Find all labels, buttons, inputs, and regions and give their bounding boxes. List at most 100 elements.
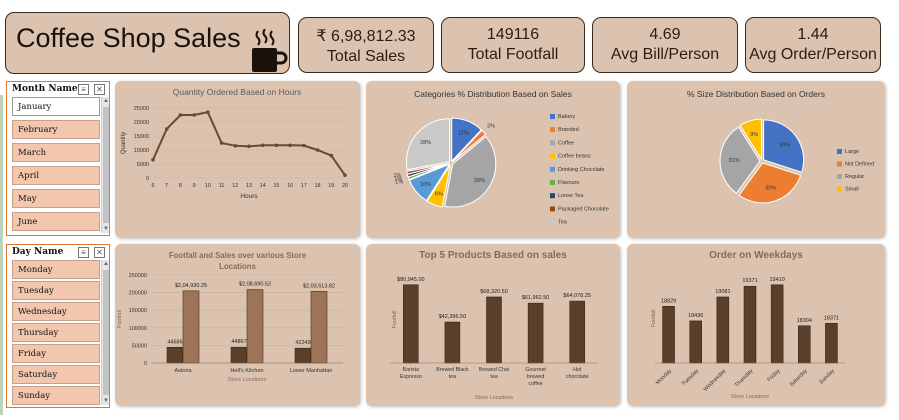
legend-swatch (550, 219, 555, 225)
bar (246, 289, 264, 364)
x-tick-label: Hot (573, 367, 582, 373)
slice-label: 2% (487, 123, 495, 129)
legend-swatch (550, 140, 555, 146)
scroll-thumb[interactable] (103, 270, 109, 395)
x-tick-label: 17 (301, 183, 307, 189)
x-tick-label: Thursday (734, 368, 755, 389)
kpi-label: Total Sales (326, 48, 406, 65)
bar (310, 291, 328, 364)
data-point (206, 110, 210, 114)
slice-label: 30% (779, 143, 790, 149)
month-slicer-title: Month Name (12, 84, 78, 94)
x-tick-label: 11 (219, 183, 225, 189)
x-tick-label: tea (490, 374, 497, 380)
slice-label: 1% (395, 180, 403, 186)
slicer-item-june[interactable]: June (12, 212, 100, 231)
legend-label: Tea (558, 220, 568, 226)
scroll-down-icon[interactable]: ▼ (103, 398, 109, 404)
slicer-item-sunday[interactable]: Sunday (12, 386, 100, 405)
multi-select-icon[interactable]: ≡ (78, 247, 89, 258)
slicer-item-friday[interactable]: Friday (12, 344, 100, 363)
data-point (329, 153, 334, 158)
data-point (219, 141, 224, 145)
x-tick-label: 16 (287, 183, 293, 189)
bar (444, 321, 461, 364)
slicer-item-monday[interactable]: Monday (12, 260, 100, 279)
y-tick-label: 200000 (129, 291, 147, 297)
category-pie-svg: Categories % Distribution Based on Sales… (393, 89, 608, 226)
data-point (302, 143, 306, 148)
slicer-item-january[interactable]: January (12, 97, 100, 116)
data-label: $2,08,690.52 (239, 282, 271, 288)
scroll-up-icon[interactable]: ▲ (103, 98, 109, 104)
scroll-thumb[interactable] (103, 107, 109, 223)
slicer-item-february[interactable]: February (12, 120, 100, 139)
multi-select-icon[interactable]: ≡ (78, 84, 89, 95)
x-tick-label: 7 (165, 183, 168, 189)
bar (770, 284, 784, 364)
data-label: $64,078.25 (563, 293, 591, 299)
data-label: $2,03,513.82 (303, 283, 335, 289)
chart-title: Order on Weekdays (709, 250, 803, 261)
data-point (247, 144, 251, 149)
store-location-chart: Footfall and Sales over various Store Loc… (115, 244, 360, 406)
data-label: 19410 (769, 277, 784, 283)
x-tick-label: Astoria (174, 368, 192, 374)
chart-title: % Size Distribution Based on Orders (687, 89, 825, 99)
data-label: 19371 (742, 278, 757, 284)
bar (403, 284, 419, 364)
data-point (260, 143, 265, 148)
legend-label: Coffee beans (558, 154, 591, 160)
pie-slice (444, 135, 497, 208)
day-slicer[interactable]: Day Name ≡ ✕ Monday Tuesday Wednesday Th… (6, 244, 110, 408)
slicer-item-may[interactable]: May (12, 189, 100, 208)
slicer-item-tuesday[interactable]: Tuesday (12, 281, 100, 300)
legend-swatch (837, 186, 842, 192)
kpi-value: 4.69 (649, 26, 681, 43)
x-axis-label: Store Locations (228, 377, 266, 383)
y-tick-label: 150000 (129, 308, 147, 314)
kpi-value: 1.44 (797, 26, 829, 43)
legend-label: Flavours (558, 180, 579, 186)
slicer-item-wednesday[interactable]: Wednesday (12, 302, 100, 321)
pie-slice (451, 117, 482, 163)
top-products-svg: Top 5 Products Based on sales $80,945.00 B… (390, 250, 598, 401)
x-tick-label: Lower Manhattan (290, 368, 333, 374)
x-tick-label: 15 (273, 183, 279, 189)
x-tick-label: 13 (246, 183, 252, 189)
legend-label: Not Defined (845, 162, 874, 168)
data-label: $80,945.00 (397, 277, 425, 283)
legend-label: Coffee (558, 140, 574, 146)
data-label: 44867 (231, 339, 246, 345)
y-axis-label: Quantity (121, 132, 127, 154)
x-tick-label: Espresso (400, 374, 422, 380)
slice-label: 12% (458, 130, 469, 136)
kpi-value: ₹ 6,98,812.33 (316, 28, 416, 45)
legend-swatch (550, 193, 555, 199)
slicer-item-saturday[interactable]: Saturday (12, 365, 100, 384)
slice-label: 30% (765, 186, 776, 192)
pie-slice (406, 118, 450, 171)
x-tick-label: 20 (342, 183, 348, 189)
month-slicer[interactable]: Month Name ≡ ✕ January February March Ap… (6, 81, 110, 236)
y-tick-label: 20000 (134, 120, 149, 126)
data-label: $2,04,930.25 (175, 283, 207, 289)
pie-slice (763, 119, 805, 173)
data-label: 18304 (797, 318, 812, 324)
x-tick-label: 10 (205, 183, 211, 189)
bar (182, 290, 200, 364)
slice-label: 9% (750, 132, 758, 138)
top-products-chart: Top 5 Products Based on sales $80,945.00 B… (366, 244, 620, 406)
clear-filter-icon[interactable]: ✕ (94, 247, 105, 258)
legend-swatch (550, 166, 555, 172)
slicer-item-thursday[interactable]: Thursday (12, 323, 100, 342)
month-scrollbar[interactable]: ▲ ▼ (101, 97, 109, 233)
slicer-item-march[interactable]: March (12, 143, 100, 162)
bar (569, 300, 585, 364)
day-scrollbar[interactable]: ▲ ▼ (101, 260, 109, 405)
clear-filter-icon[interactable]: ✕ (94, 84, 105, 95)
scroll-up-icon[interactable]: ▲ (103, 261, 109, 267)
scroll-down-icon[interactable]: ▼ (103, 226, 109, 232)
weekday-orders-svg: Order on Weekdays 18829 Monday 18436 Tuesday… (651, 250, 845, 400)
slicer-item-april[interactable]: April (12, 166, 100, 185)
